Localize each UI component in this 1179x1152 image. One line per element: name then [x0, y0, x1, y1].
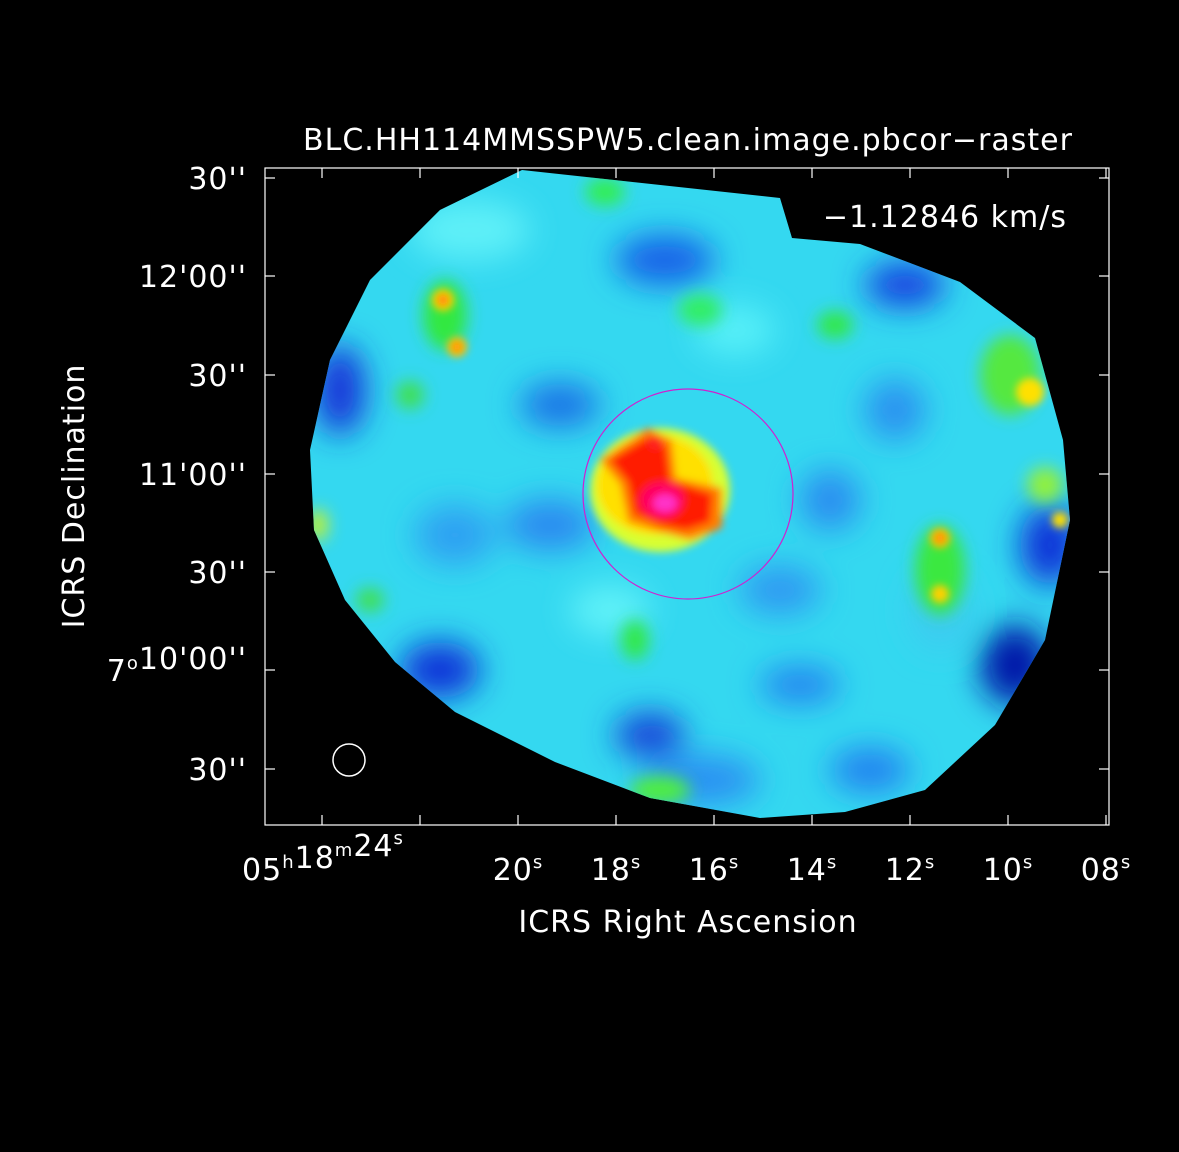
y-tick-label: 30''	[188, 556, 247, 591]
y-tick-label: 30''	[188, 162, 247, 197]
y-tick-label: 30''	[188, 753, 247, 788]
y-tick-label: 11'00''	[139, 458, 247, 493]
x-tick-label: 18s	[591, 852, 642, 888]
velocity-label: −1.12846 km/s	[823, 200, 1067, 235]
central-source	[590, 428, 730, 552]
y-tick-labels: 30'' 12'00'' 30'' 11'00'' 30'' 7o10'00'' 30''	[107, 162, 247, 788]
axis-ticks	[265, 168, 1109, 825]
image-title: BLC.HH114MMSSPW5.clean.image.pbcor−raste…	[303, 123, 1073, 158]
x-axis-title: ICRS Right Ascension	[518, 905, 857, 940]
bright-knots	[432, 289, 1068, 603]
x-tick-label: 08s	[1081, 852, 1132, 888]
y-tick-label: 7o10'00''	[107, 642, 247, 689]
x-tick-label: 10s	[983, 852, 1034, 888]
x-tick-label: 12s	[885, 852, 936, 888]
x-tick-label: 16s	[689, 852, 740, 888]
x-tick-labels: 05h18m24s 20s 18s 16s 14s 12s 10s 08s	[242, 828, 1132, 888]
y-tick-label: 30''	[188, 359, 247, 394]
raster-image[interactable]	[300, 160, 1080, 830]
x-tick-label: 05h18m24s	[242, 828, 404, 888]
plot-frame	[264, 167, 1110, 826]
y-tick-label: 12'00''	[139, 260, 247, 295]
y-axis-title: ICRS Declination	[57, 364, 92, 629]
beam-ellipse	[332, 743, 366, 777]
x-tick-label: 20s	[493, 852, 544, 888]
x-tick-label: 14s	[787, 852, 838, 888]
noise-peaks	[310, 178, 1063, 804]
primary-beam-circle	[582, 388, 794, 600]
